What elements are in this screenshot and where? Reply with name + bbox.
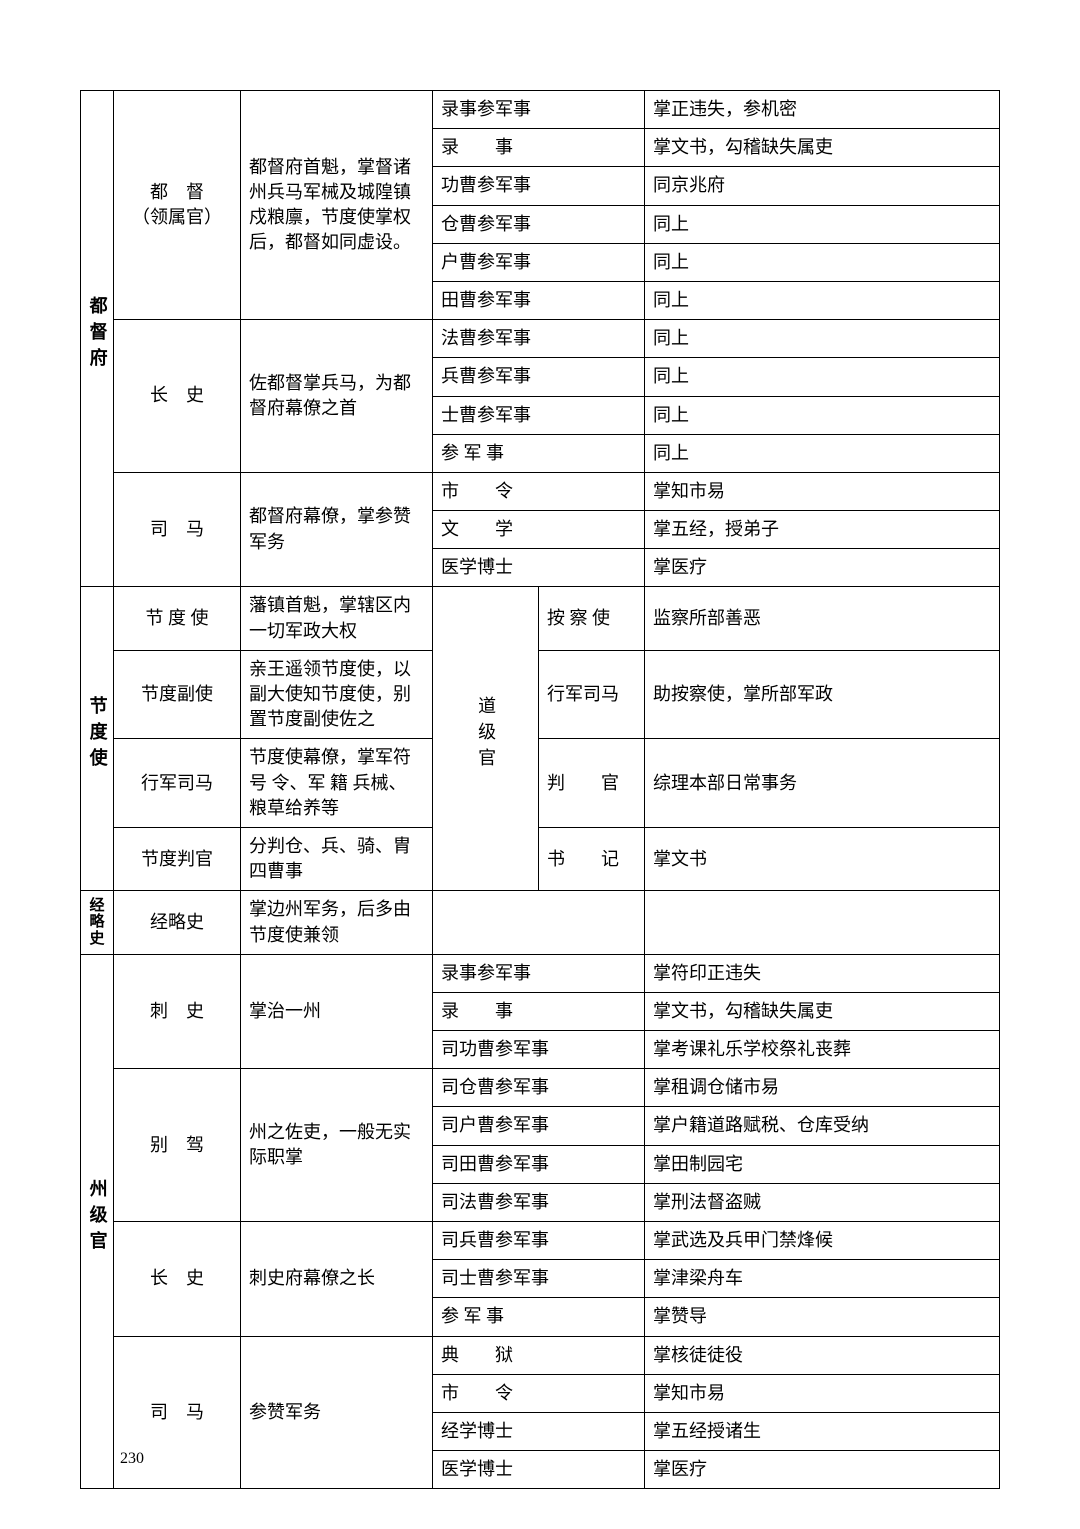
c4: 田曹参军事 bbox=[433, 281, 645, 319]
col2: 节度判官 bbox=[114, 827, 241, 890]
c4: 典 狱 bbox=[433, 1336, 645, 1374]
main-table: 都督府 都 督 （领属官） 都督府首魁，掌督诸州兵马军械及城隍镇戍粮廪，节度使掌… bbox=[80, 90, 1000, 1489]
group-dudufu: 都督府 bbox=[81, 91, 114, 587]
col2-zhangshi2: 长 史 bbox=[114, 1222, 241, 1337]
c4: 市 令 bbox=[433, 472, 645, 510]
c5: 掌文书，勾稽缺失属吏 bbox=[645, 129, 1000, 167]
c4 bbox=[433, 891, 645, 954]
c5: 掌医疗 bbox=[645, 1451, 1000, 1489]
c5: 掌文书 bbox=[645, 827, 1000, 890]
c5: 同上 bbox=[645, 320, 1000, 358]
c4: 医学博士 bbox=[433, 1451, 645, 1489]
c4: 兵曹参军事 bbox=[433, 358, 645, 396]
col3-dudu: 都督府首魁，掌督诸州兵马军械及城隍镇戍粮廪，节度使掌权后，都督如同虚设。 bbox=[241, 91, 433, 320]
c5: 掌符印正违失 bbox=[645, 954, 1000, 992]
page-container: 都督府 都 督 （领属官） 都督府首魁，掌督诸州兵马军械及城隍镇戍粮廪，节度使掌… bbox=[0, 0, 1080, 1529]
col3: 分判仓、兵、骑、胄四曹事 bbox=[241, 827, 433, 890]
c4: 录 事 bbox=[433, 992, 645, 1030]
c4: 司兵曹参军事 bbox=[433, 1222, 645, 1260]
c5: 掌刑法督盗贼 bbox=[645, 1183, 1000, 1221]
c4: 功曹参军事 bbox=[433, 167, 645, 205]
col3-sima2: 参赞军务 bbox=[241, 1336, 433, 1489]
col3-zhangshi2: 刺史府幕僚之长 bbox=[241, 1222, 433, 1337]
c5: 同上 bbox=[645, 243, 1000, 281]
c5: 掌知市易 bbox=[645, 472, 1000, 510]
col2: 经略史 bbox=[114, 891, 241, 954]
c5: 掌武选及兵甲门禁烽候 bbox=[645, 1222, 1000, 1260]
col3: 藩镇首魁，掌辖区内一切军政大权 bbox=[241, 587, 433, 650]
group-zhoujiguan: 州级官 bbox=[81, 954, 114, 1489]
col3-cishi: 掌治一州 bbox=[241, 954, 433, 1069]
c5: 掌医疗 bbox=[645, 549, 1000, 587]
c5: 掌正违失，参机密 bbox=[645, 91, 1000, 129]
c5: 同上 bbox=[645, 358, 1000, 396]
c5 bbox=[645, 891, 1000, 954]
col2-sima: 司 马 bbox=[114, 472, 241, 587]
c4: 士曹参军事 bbox=[433, 396, 645, 434]
c4: 司士曹参军事 bbox=[433, 1260, 645, 1298]
c5: 掌田制园宅 bbox=[645, 1145, 1000, 1183]
c5: 监察所部善恶 bbox=[645, 587, 1000, 650]
page-number: 230 bbox=[120, 1450, 144, 1468]
c5: 掌租调仓储市易 bbox=[645, 1069, 1000, 1107]
c4: 行军司马 bbox=[539, 650, 645, 739]
col2-dudu: 都 督 （领属官） bbox=[114, 91, 241, 320]
c4: 录事参军事 bbox=[433, 91, 645, 129]
c5: 同上 bbox=[645, 396, 1000, 434]
col2-zhangshi: 长 史 bbox=[114, 320, 241, 473]
c4: 参 军 事 bbox=[433, 434, 645, 472]
col2: 节 度 使 bbox=[114, 587, 241, 650]
mid-daojiguan: 道级官 bbox=[433, 587, 539, 891]
c5: 掌户籍道路赋税、仓库受纳 bbox=[645, 1107, 1000, 1145]
c4: 法曹参军事 bbox=[433, 320, 645, 358]
c5: 掌文书，勾稽缺失属吏 bbox=[645, 992, 1000, 1030]
col2-cishi: 刺 史 bbox=[114, 954, 241, 1069]
c4: 参 军 事 bbox=[433, 1298, 645, 1336]
c5: 同上 bbox=[645, 281, 1000, 319]
c4: 司户曹参军事 bbox=[433, 1107, 645, 1145]
c4: 录事参军事 bbox=[433, 954, 645, 992]
c5: 掌核徒徒役 bbox=[645, 1336, 1000, 1374]
c5: 掌知市易 bbox=[645, 1374, 1000, 1412]
col3: 掌边州军务，后多由节度使兼领 bbox=[241, 891, 433, 954]
c5: 掌赞导 bbox=[645, 1298, 1000, 1336]
group-jiedushi: 节度使 bbox=[81, 587, 114, 891]
c4: 判 官 bbox=[539, 739, 645, 828]
c5: 掌考课礼乐学校祭礼丧葬 bbox=[645, 1031, 1000, 1069]
c5: 掌五经，授弟子 bbox=[645, 511, 1000, 549]
col3-biejia: 州之佐吏，一般无实际职掌 bbox=[241, 1069, 433, 1222]
col2-biejia: 别 驾 bbox=[114, 1069, 241, 1222]
c4: 按 察 使 bbox=[539, 587, 645, 650]
c5: 同上 bbox=[645, 434, 1000, 472]
c4: 司田曹参军事 bbox=[433, 1145, 645, 1183]
c4: 户曹参军事 bbox=[433, 243, 645, 281]
col3-zhangshi: 佐都督掌兵马，为都督府幕僚之首 bbox=[241, 320, 433, 473]
c4: 录 事 bbox=[433, 129, 645, 167]
c4: 文 学 bbox=[433, 511, 645, 549]
c4: 经学博士 bbox=[433, 1412, 645, 1450]
group-jingluoshi: 经略史 bbox=[81, 891, 114, 954]
c4: 医学博士 bbox=[433, 549, 645, 587]
col3: 亲王遥领节度使，以副大使知节度使，别置节度副使佐之 bbox=[241, 650, 433, 739]
c4: 司仓曹参军事 bbox=[433, 1069, 645, 1107]
c5: 掌五经授诸生 bbox=[645, 1412, 1000, 1450]
c5: 综理本部日常事务 bbox=[645, 739, 1000, 828]
c4: 市 令 bbox=[433, 1374, 645, 1412]
col2: 节度副使 bbox=[114, 650, 241, 739]
c5: 同京兆府 bbox=[645, 167, 1000, 205]
col3-sima: 都督府幕僚，掌参赞军务 bbox=[241, 472, 433, 587]
c4: 司法曹参军事 bbox=[433, 1183, 645, 1221]
c4: 司功曹参军事 bbox=[433, 1031, 645, 1069]
col2: 行军司马 bbox=[114, 739, 241, 828]
c4: 书 记 bbox=[539, 827, 645, 890]
c5: 掌津梁舟车 bbox=[645, 1260, 1000, 1298]
c4: 仓曹参军事 bbox=[433, 205, 645, 243]
c5: 同上 bbox=[645, 205, 1000, 243]
c5: 助按察使，掌所部军政 bbox=[645, 650, 1000, 739]
col3: 节度使幕僚，掌军符 号 令、军 籍 兵械、粮草给养等 bbox=[241, 739, 433, 828]
